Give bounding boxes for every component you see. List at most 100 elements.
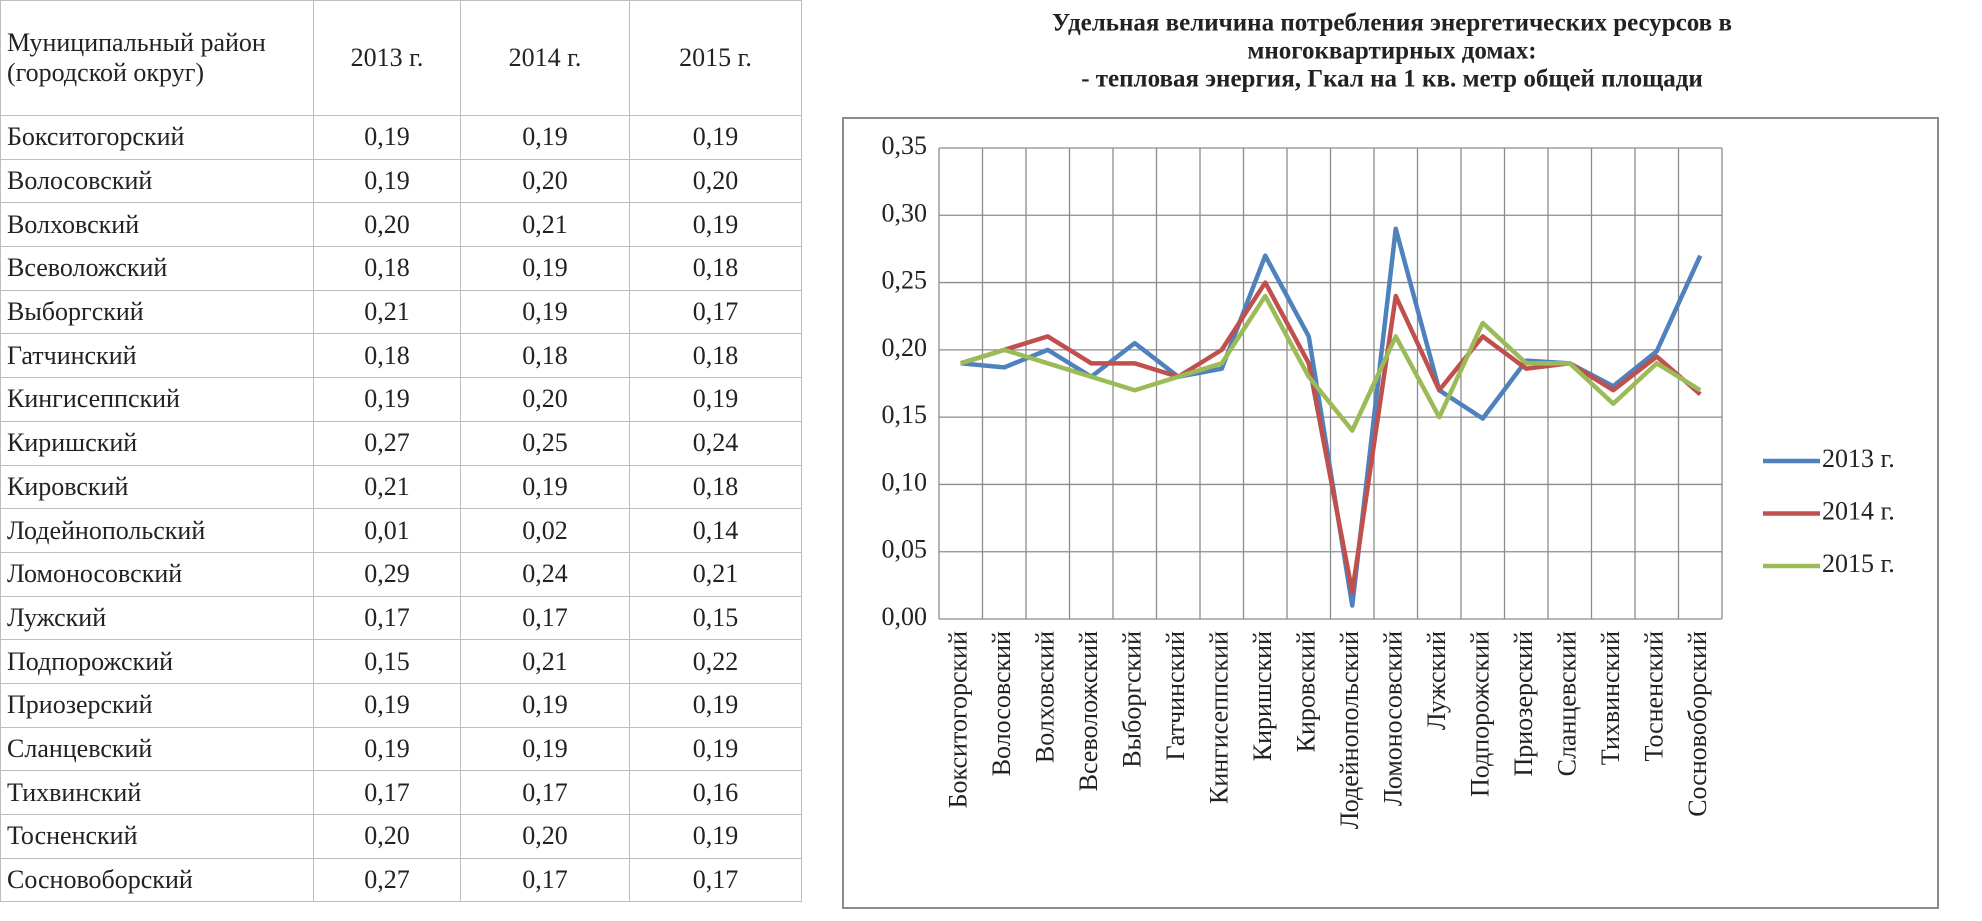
x-tick-label: Сосновоборский <box>1683 631 1712 817</box>
table-cell: 0,17 <box>629 289 802 335</box>
table-cell: Тосненский <box>0 814 314 859</box>
table-cell: 0,21 <box>313 289 461 335</box>
table-cell: Кировский <box>0 464 314 510</box>
table-row: Сланцевский 0,19 0,19 0,19 <box>0 726 802 772</box>
x-tick-label: Приозерский <box>1509 631 1538 777</box>
table-cell: 0,19 <box>313 726 461 772</box>
table-cell: 0,19 <box>629 377 802 422</box>
table-cell: 0,18 <box>629 246 802 291</box>
table-cell: 0,20 <box>460 814 630 859</box>
table-cell: Кингисеппский <box>0 377 314 422</box>
x-tick-label: Подпорожский <box>1466 631 1495 797</box>
x-tick-label: Волосовский <box>987 631 1016 776</box>
table-cell: 0,19 <box>313 377 461 422</box>
table-cell: 0,18 <box>313 246 461 291</box>
table-cell: 0,17 <box>460 595 630 641</box>
table-cell: Тихвинский <box>0 770 314 815</box>
x-tick-label: Сланцевский <box>1553 631 1582 776</box>
table-cell: Ломоносовский <box>0 551 314 597</box>
table-row: Лужский 0,17 0,17 0,15 <box>0 595 802 641</box>
table-cell: 0,21 <box>460 639 630 684</box>
table-row: Тихвинский 0,17 0,17 0,16 <box>0 770 802 815</box>
table-cell: 0,19 <box>460 246 630 291</box>
table-cell: 0,16 <box>629 770 802 815</box>
table-row: Всеволожский 0,18 0,19 0,18 <box>0 246 802 291</box>
table-cell: Бокситогорский <box>0 115 314 160</box>
header-cell: Муниципальный район (городской округ) <box>0 0 314 116</box>
table-cell: 0,17 <box>313 770 461 815</box>
table-cell: 0,29 <box>313 551 461 597</box>
table-row: Сосновоборский 0,27 0,17 0,17 <box>0 857 802 903</box>
table-cell: 0,20 <box>460 158 630 204</box>
header-cell: 2014 г. <box>460 0 630 116</box>
table-cell: 0,19 <box>629 202 802 248</box>
x-tick-label: Волховский <box>1031 631 1060 763</box>
chart-border <box>842 117 1939 909</box>
table-cell: Приозерский <box>0 682 314 728</box>
legend-label: 2014 г. <box>1822 496 1895 525</box>
table-cell: 0,15 <box>313 639 461 684</box>
x-tick-label: Лодейнопольский <box>1335 631 1364 829</box>
table-cell: Выборгский <box>0 289 314 335</box>
y-tick-label: 0,30 <box>882 198 928 227</box>
table-cell: Всеволожский <box>0 246 314 291</box>
x-tick-label: Кировский <box>1292 631 1321 752</box>
table-cell: Сосновоборский <box>0 857 314 903</box>
data-table: Муниципальный район (городской округ) 201… <box>0 0 802 903</box>
y-tick-label: 0,20 <box>882 333 928 362</box>
table-cell: 0,18 <box>313 333 461 379</box>
table-cell: 0,21 <box>460 202 630 248</box>
table-cell: 0,18 <box>629 333 802 379</box>
table-row: Ломоносовский 0,29 0,24 0,21 <box>0 551 802 597</box>
y-tick-label: 0,25 <box>882 266 928 295</box>
table-cell: 0,22 <box>629 639 802 684</box>
table-cell: 0,14 <box>629 508 802 553</box>
table-cell: 0,17 <box>460 770 630 815</box>
table-cell: 0,19 <box>313 158 461 204</box>
table-cell: 0,21 <box>629 551 802 597</box>
x-tick-label: Тихвинский <box>1596 631 1625 765</box>
table-row: Волховский 0,20 0,21 0,19 <box>0 202 802 248</box>
table-cell: 0,17 <box>629 857 802 903</box>
y-tick-label: 0,10 <box>882 467 928 496</box>
table-cell: 0,20 <box>460 377 630 422</box>
table-cell: 0,19 <box>313 115 461 160</box>
table-cell: Сланцевский <box>0 726 314 772</box>
x-tick-label: Выборгский <box>1118 631 1147 768</box>
table-cell: 0,19 <box>629 682 802 728</box>
table-cell: Лодейнопольский <box>0 508 314 553</box>
x-tick-label: Киришский <box>1248 631 1277 761</box>
x-tick-label: Кингисеппский <box>1205 631 1234 804</box>
y-tick-label: 0,15 <box>882 400 928 429</box>
table-cell: Гатчинский <box>0 333 314 379</box>
table-row: Тосненский 0,20 0,20 0,19 <box>0 814 802 859</box>
table-cell: 0,19 <box>313 682 461 728</box>
table-cell: 0,24 <box>460 551 630 597</box>
table-cell: 0,20 <box>313 202 461 248</box>
legend-label: 2015 г. <box>1822 549 1895 578</box>
table-cell: 0,15 <box>629 595 802 641</box>
table-row: Кингисеппский 0,19 0,20 0,19 <box>0 377 802 422</box>
table-cell: 0,19 <box>629 814 802 859</box>
legend-label: 2013 г. <box>1822 444 1895 473</box>
x-tick-label: Всеволожский <box>1074 631 1103 791</box>
x-tick-label: Гатчинский <box>1161 631 1190 761</box>
y-tick-label: 0,05 <box>882 535 928 564</box>
table-row: Приозерский 0,19 0,19 0,19 <box>0 682 802 728</box>
table-cell: 0,27 <box>313 857 461 903</box>
table-cell: 0,21 <box>313 464 461 510</box>
table-row: Выборгский 0,21 0,19 0,17 <box>0 289 802 335</box>
x-tick-label: Тосненский <box>1640 631 1669 762</box>
header-cell: 2015 г. <box>629 0 802 116</box>
table-cell: 0,20 <box>629 158 802 204</box>
y-tick-label: 0,00 <box>882 602 928 631</box>
series-line <box>960 293 1702 433</box>
table-row: Волосовский 0,19 0,20 0,20 <box>0 158 802 204</box>
chart-title: многоквартирных домах: <box>1247 38 1536 65</box>
x-tick-label: Ломоносовский <box>1379 631 1408 806</box>
table-row: Кировский 0,21 0,19 0,18 <box>0 464 802 510</box>
x-tick-label: Лужский <box>1422 631 1451 730</box>
table-cell: 0,17 <box>313 595 461 641</box>
